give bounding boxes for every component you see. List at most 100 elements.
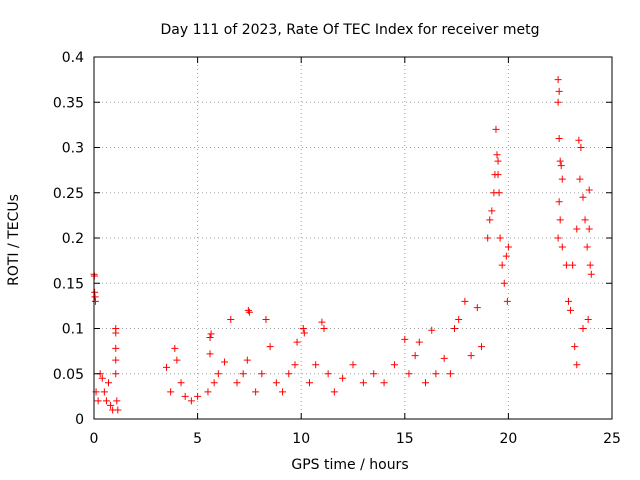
data-point — [100, 388, 108, 396]
data-point — [585, 186, 593, 194]
y-tick-label: 0.05 — [53, 367, 84, 383]
data-point — [575, 136, 583, 144]
y-tick-label: 0.2 — [62, 231, 84, 247]
y-tick-label: 0.25 — [53, 186, 84, 202]
data-point — [272, 379, 280, 387]
data-point — [370, 370, 378, 378]
data-point — [555, 134, 563, 142]
data-point — [204, 388, 212, 396]
data-point — [330, 388, 338, 396]
data-point — [98, 374, 106, 382]
data-point — [498, 261, 506, 269]
data-point — [486, 216, 494, 224]
data-point — [564, 297, 572, 305]
x-tick-label: 25 — [603, 431, 621, 447]
data-point — [102, 397, 110, 405]
data-point — [293, 338, 301, 346]
data-point — [206, 334, 214, 342]
data-point — [210, 379, 218, 387]
x-tick-label: 20 — [499, 431, 517, 447]
data-point — [359, 379, 367, 387]
data-point — [432, 370, 440, 378]
data-point — [300, 329, 308, 337]
data-point — [581, 216, 589, 224]
chart-title: Day 111 of 2023, Rate Of TEC Index for r… — [161, 22, 540, 38]
data-point — [446, 370, 454, 378]
data-point — [318, 318, 326, 326]
data-point — [461, 297, 469, 305]
data-point — [504, 243, 512, 251]
data-point — [113, 397, 121, 405]
grid-lines — [94, 57, 612, 419]
data-point — [177, 379, 185, 387]
data-point — [167, 388, 175, 396]
data-point — [455, 315, 463, 323]
data-point — [221, 358, 229, 366]
data-point — [405, 370, 413, 378]
data-point — [415, 338, 423, 346]
data-point — [214, 370, 222, 378]
data-point — [567, 306, 575, 314]
y-tick-label: 0.3 — [62, 141, 84, 157]
data-point — [467, 352, 475, 360]
data-point — [305, 379, 313, 387]
data-point — [262, 315, 270, 323]
data-point — [207, 330, 215, 338]
data-point — [112, 356, 120, 364]
data-point — [554, 98, 562, 106]
y-axis-label: ROTI / TECUs — [6, 194, 22, 286]
data-point — [576, 175, 584, 183]
data-point — [227, 315, 235, 323]
x-axis-ticks: 0 5 10 15 20 25 — [90, 57, 621, 447]
data-point — [112, 329, 120, 337]
data-point — [562, 261, 570, 269]
data-point — [380, 379, 388, 387]
y-tick-label: 0.4 — [62, 50, 84, 66]
data-point — [266, 343, 274, 351]
data-point — [114, 406, 122, 414]
data-point — [312, 361, 320, 369]
data-point — [554, 234, 562, 242]
x-tick-label: 5 — [193, 431, 202, 447]
data-point — [557, 162, 565, 170]
data-point — [579, 193, 587, 201]
data-point — [94, 397, 102, 405]
data-point — [91, 297, 99, 305]
data-point — [112, 344, 120, 352]
data-point — [571, 343, 579, 351]
data-point — [349, 361, 357, 369]
data-point — [502, 252, 510, 260]
data-point — [411, 352, 419, 360]
data-point — [477, 343, 485, 351]
x-tick-label: 0 — [90, 431, 99, 447]
data-point — [451, 325, 459, 332]
data-point — [473, 304, 481, 312]
data-point — [556, 157, 564, 165]
data-point — [239, 370, 247, 378]
y-tick-label: 0.1 — [62, 322, 84, 338]
data-points — [90, 76, 595, 414]
data-point — [173, 356, 181, 364]
data-point — [585, 225, 593, 233]
data-point — [285, 370, 293, 378]
x-tick-label: 15 — [396, 431, 414, 447]
data-point — [243, 356, 251, 364]
y-tick-label: 0 — [75, 412, 84, 428]
data-point — [495, 189, 503, 197]
data-point — [258, 370, 266, 378]
data-point — [573, 225, 581, 233]
data-point — [181, 392, 189, 400]
x-axis-label: GPS time / hours — [291, 457, 408, 473]
data-point — [390, 361, 398, 369]
x-tick-label: 10 — [292, 431, 310, 447]
data-point — [194, 392, 202, 400]
data-point — [586, 261, 594, 269]
data-point — [105, 379, 113, 387]
data-point — [163, 363, 171, 371]
y-tick-label: 0.15 — [53, 276, 84, 292]
data-point — [171, 344, 179, 352]
data-point — [244, 306, 252, 314]
data-point — [558, 175, 566, 183]
data-point — [554, 76, 562, 84]
